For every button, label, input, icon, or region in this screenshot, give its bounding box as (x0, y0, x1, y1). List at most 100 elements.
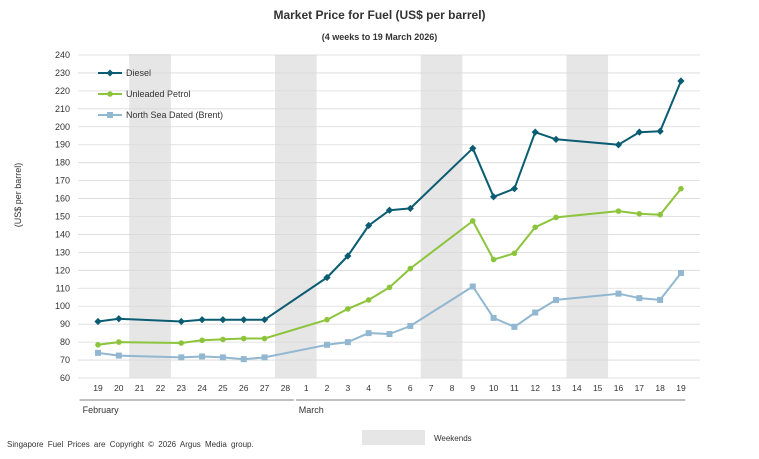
data-point-diesel (614, 141, 623, 149)
x-tick-label: 14 (572, 383, 582, 393)
data-point-diesel (635, 128, 643, 136)
data-point-diesel (198, 316, 206, 324)
y-tick-label: 120 (55, 265, 70, 275)
x-tick-label: 24 (197, 383, 207, 393)
data-point-north-sea-dated-brent (219, 354, 226, 361)
x-tick-label: 19 (676, 383, 686, 393)
y-tick-label: 70 (60, 355, 70, 365)
x-tick-label: 16 (614, 383, 624, 393)
data-point-unleaded-petrol (95, 342, 101, 348)
data-point-unleaded-petrol (220, 336, 226, 343)
data-point-north-sea-dated-brent (553, 296, 560, 303)
data-point-north-sea-dated-brent (95, 349, 101, 356)
x-tick-label: 22 (156, 383, 166, 393)
data-point-north-sea-dated-brent (490, 314, 497, 321)
legend-swatch-unleaded (98, 91, 122, 97)
data-point-diesel (344, 252, 352, 260)
series-diesel (94, 77, 685, 326)
x-tick-label: 1 (304, 383, 309, 393)
y-tick-label: 110 (56, 283, 70, 293)
data-point-unleaded-petrol (532, 224, 539, 231)
data-point-north-sea-dated-brent (365, 330, 372, 337)
y-tick-label: 170 (55, 176, 70, 186)
weekends-key-label: Weekends (434, 434, 472, 443)
data-point-diesel (656, 127, 664, 135)
data-point-unleaded-petrol (240, 335, 247, 342)
data-point-north-sea-dated-brent (615, 290, 622, 297)
chart-title: Market Price for Fuel (US$ per barrel) (273, 8, 486, 22)
data-point-unleaded-petrol (386, 284, 393, 291)
month-label: March (299, 405, 324, 415)
data-point-north-sea-dated-brent (657, 296, 664, 303)
data-point-unleaded-petrol (553, 214, 559, 221)
y-tick-label: 160 (55, 194, 70, 204)
month-axis: February March (79, 399, 686, 415)
y-tick-label: 220 (55, 86, 70, 96)
x-tick-label: 28 (281, 383, 291, 393)
y-axis-label: (US$ per barrel) (13, 162, 23, 228)
data-point-diesel (177, 317, 185, 326)
y-tick-label: 150 (55, 212, 70, 222)
series-unleaded-petrol (95, 185, 684, 348)
x-tick-label: 13 (551, 383, 561, 393)
series-north-sea-dated-brent (95, 270, 684, 363)
x-tick-label: 7 (429, 383, 434, 393)
y-tick-label: 80 (60, 337, 70, 347)
y-tick-label: 200 (55, 122, 70, 132)
data-point-north-sea-dated-brent (677, 270, 684, 277)
y-tick-label: 140 (55, 229, 70, 239)
data-point-north-sea-dated-brent (344, 339, 351, 346)
data-point-unleaded-petrol (261, 335, 268, 342)
data-point-unleaded-petrol (511, 250, 518, 257)
y-tick-label: 180 (55, 158, 70, 168)
y-tick-label: 100 (55, 301, 70, 311)
data-point-diesel (219, 316, 227, 324)
x-tick-label: 19 (93, 383, 103, 393)
data-point-north-sea-dated-brent (324, 341, 331, 348)
y-tick-label: 230 (55, 68, 70, 78)
x-tick-label: 12 (530, 383, 540, 393)
x-tick-label: 15 (593, 383, 603, 393)
y-tick-label: 240 (55, 50, 70, 60)
data-point-north-sea-dated-brent (261, 354, 268, 361)
data-point-north-sea-dated-brent (240, 356, 247, 363)
data-point-north-sea-dated-brent (511, 323, 518, 330)
x-tick-label: 10 (489, 383, 499, 393)
data-point-north-sea-dated-brent (386, 331, 393, 338)
y-tick-label: 210 (55, 104, 70, 114)
data-point-unleaded-petrol (407, 265, 414, 272)
data-point-north-sea-dated-brent (636, 295, 643, 302)
weekends-key-swatch (362, 430, 425, 445)
legend-label-diesel: Diesel (126, 68, 152, 78)
x-tick-label: 8 (450, 383, 455, 393)
legend-swatch-diesel (98, 69, 122, 77)
data-point-diesel (469, 144, 477, 152)
x-axis-ticks: 19 20 21 22 23 24 25 26 27 28 1 2 3 4 5 6 7 8 9 10 11 12 13 14 1… (93, 383, 686, 393)
x-tick-label: 5 (387, 383, 392, 393)
data-point-unleaded-petrol (345, 306, 351, 312)
legend-label-unleaded: Unleaded Petrol (126, 89, 191, 99)
x-tick-label: 4 (366, 383, 371, 393)
x-tick-label: 20 (114, 383, 124, 393)
data-point-diesel (385, 206, 394, 214)
x-tick-label: 11 (510, 383, 519, 393)
y-tick-label: 190 (55, 140, 70, 150)
data-point-unleaded-petrol (615, 208, 622, 214)
data-point-north-sea-dated-brent (178, 354, 185, 361)
legend-swatch-brent (98, 112, 122, 118)
x-tick-label: 23 (177, 383, 187, 393)
data-point-unleaded-petrol (178, 340, 185, 346)
x-tick-label: 25 (218, 383, 228, 393)
x-tick-label: 3 (345, 383, 350, 393)
y-tick-label: 90 (60, 319, 70, 329)
y-axis-ticks: 60 70 80 90 100 110 120 130 140 150 160 170 180 190 20… (55, 50, 70, 383)
data-point-unleaded-petrol (324, 316, 330, 323)
data-point-north-sea-dated-brent (199, 353, 206, 360)
month-label: February (83, 405, 120, 415)
data-point-north-sea-dated-brent (469, 283, 476, 290)
data-point-diesel (406, 204, 414, 213)
x-tick-label: 18 (655, 383, 665, 393)
data-point-unleaded-petrol (199, 337, 205, 344)
data-point-diesel (531, 128, 539, 136)
